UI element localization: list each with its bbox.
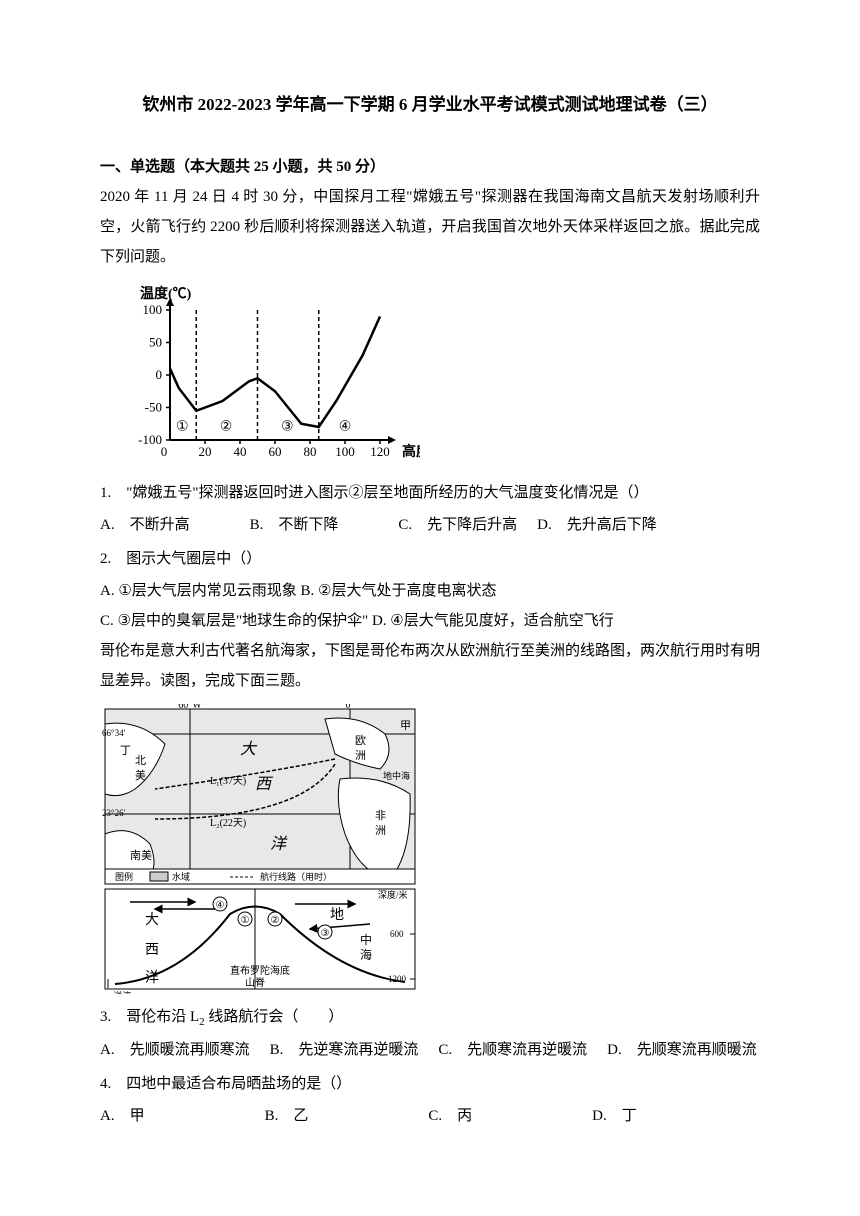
question-2-options-line1: A. ①层大气层内常见云雨现象 B. ②层大气处于高度电离状态	[100, 576, 760, 606]
page-title: 钦州市 2022-2023 学年高一下学期 6 月学业水平考试模式测试地理试卷（…	[100, 90, 760, 115]
svg-text:航行线路（用时）: 航行线路（用时）	[260, 871, 332, 882]
svg-text:0°: 0°	[346, 704, 355, 711]
svg-text:0: 0	[156, 367, 163, 382]
svg-text:④: ④	[216, 900, 225, 911]
chart-svg: 温度(℃) -100 -50 0 50 100 ① ② ③ ④ 0 20 40 60 80 100 120 高度(…	[100, 280, 420, 470]
svg-text:20: 20	[199, 444, 212, 459]
svg-text:60°W: 60°W	[178, 704, 202, 711]
svg-text:地中海: 地中海	[383, 770, 410, 781]
svg-text:L₁(37天): L₁(37天)	[210, 776, 246, 787]
svg-text:山脊: 山脊	[245, 976, 265, 989]
svg-text:①: ①	[241, 915, 250, 926]
svg-text:1200: 1200	[388, 974, 407, 984]
question-4-options: A. 甲 B. 乙 C. 丙 D. 丁	[100, 1101, 760, 1131]
q1-opt-d: D. 先升高后下降	[537, 510, 657, 540]
q3-opt-d: D. 先顺寒流再顺暖流	[607, 1035, 757, 1065]
svg-text:600: 600	[390, 929, 404, 939]
q3-opt-b: B. 先逆寒流再逆暖流	[270, 1035, 419, 1065]
svg-text:丁: 丁	[120, 745, 131, 757]
temperature-chart: 温度(℃) -100 -50 0 50 100 ① ② ③ ④ 0 20 40 60 80 100 120 高度(…	[100, 280, 760, 470]
question-2: 2. 图示大气圈层中（）	[100, 544, 760, 574]
q1-opt-c: C. 先下降后升高	[398, 510, 517, 540]
svg-text:②: ②	[271, 915, 280, 926]
svg-text:地: 地	[330, 907, 344, 923]
q1-opt-a: A. 不断升高	[100, 510, 190, 540]
svg-text:海: 海	[360, 947, 372, 962]
svg-text:图例: 图例	[115, 871, 133, 882]
svg-text:-50: -50	[145, 400, 162, 415]
svg-text:120: 120	[370, 444, 390, 459]
svg-text:北: 北	[135, 754, 146, 767]
svg-text:非: 非	[375, 809, 386, 822]
svg-text:23°26': 23°26'	[102, 808, 126, 818]
svg-text:水域: 水域	[172, 871, 190, 882]
q3-opt-c: C. 先顺寒流再逆暖流	[438, 1035, 587, 1065]
q4-opt-a: A. 甲	[100, 1101, 145, 1131]
map-svg: 60°W0°66°34'23°26'大西洋北美南美欧洲非洲地中海L₁(37天)L…	[100, 704, 420, 994]
svg-text:温度(℃): 温度(℃)	[140, 285, 192, 302]
section-header: 一、单选题（本大题共 25 小题，共 50 分）	[100, 155, 760, 176]
svg-text:南美: 南美	[130, 849, 152, 862]
svg-text:直布罗陀海底: 直布罗陀海底	[230, 964, 290, 977]
svg-text:③: ③	[321, 928, 330, 939]
svg-text:80: 80	[304, 444, 317, 459]
svg-text:60: 60	[269, 444, 282, 459]
q4-opt-d: D. 丁	[592, 1101, 637, 1131]
svg-text:洲: 洲	[375, 825, 386, 837]
svg-text:0: 0	[161, 444, 168, 459]
svg-text:欧: 欧	[355, 734, 366, 747]
svg-text:洋: 洋	[145, 970, 159, 986]
q3-opt-a: A. 先顺暖流再顺寒流	[100, 1035, 250, 1065]
svg-text:大: 大	[240, 740, 258, 758]
question-3: 3. 哥伦布沿 L2 线路航行会（ ）	[100, 1002, 760, 1033]
intro-paragraph-2: 哥伦布是意大利古代著名航海家，下图是哥伦布两次从欧洲航行至美洲的线路图，两次航行…	[100, 636, 760, 696]
svg-text:66°34': 66°34'	[102, 728, 126, 738]
svg-text:50: 50	[149, 335, 162, 350]
question-1-options: A. 不断升高 B. 不断下降 C. 先下降后升高 D. 先升高后下降	[100, 510, 760, 540]
svg-text:洲: 洲	[355, 750, 366, 762]
question-2-options-line2: C. ③层中的臭氧层是"地球生命的保护伞" D. ④层大气能见度好，适合航空飞行	[100, 606, 760, 636]
q4-opt-c: C. 丙	[428, 1101, 472, 1131]
svg-text:40: 40	[234, 444, 247, 459]
svg-text:①: ①	[176, 419, 189, 434]
svg-text:深度/米: 深度/米	[378, 889, 408, 900]
svg-text:大: 大	[145, 912, 159, 928]
svg-text:洋: 洋	[270, 835, 288, 853]
svg-text:甲: 甲	[400, 720, 411, 732]
svg-text:中: 中	[360, 932, 372, 947]
svg-text:③: ③	[281, 419, 294, 434]
svg-text:100: 100	[335, 444, 355, 459]
svg-text:高度(km): 高度(km)	[402, 443, 420, 460]
question-1: 1. "嫦娥五号"探测器返回时进入图示②层至地面所经历的大气温度变化情况是（）	[100, 478, 760, 508]
svg-text:-100: -100	[138, 432, 162, 447]
question-4: 4. 四地中最适合布局晒盐场的是（）	[100, 1069, 760, 1099]
columbus-map: 60°W0°66°34'23°26'大西洋北美南美欧洲非洲地中海L₁(37天)L…	[100, 704, 760, 994]
svg-text:②: ②	[220, 419, 233, 434]
intro-paragraph-1: 2020 年 11 月 24 日 4 时 30 分，中国探月工程"嫦娥五号"探测…	[100, 182, 760, 272]
svg-text:L₂(22天): L₂(22天)	[210, 818, 246, 829]
svg-text:→ 洋流: → 洋流	[102, 990, 131, 994]
q1-opt-b: B. 不断下降	[250, 510, 339, 540]
svg-text:100: 100	[143, 302, 163, 317]
svg-text:④: ④	[339, 419, 352, 434]
q4-opt-b: B. 乙	[265, 1101, 309, 1131]
svg-text:美: 美	[135, 769, 146, 782]
svg-text:西: 西	[145, 943, 159, 958]
question-3-options: A. 先顺暖流再顺寒流 B. 先逆寒流再逆暖流 C. 先顺寒流再逆暖流 D. 先…	[100, 1035, 760, 1065]
